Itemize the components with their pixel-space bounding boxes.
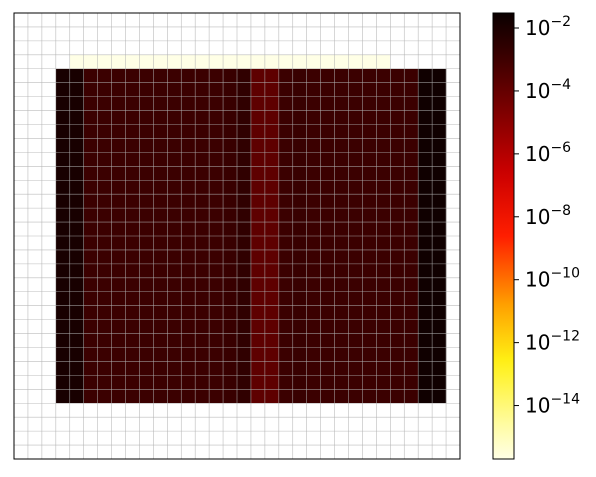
- colorbar-tick-label: 10−2: [525, 14, 571, 40]
- heatmap-plot-area: [13, 12, 461, 460]
- colorbar-gradient: [492, 12, 515, 460]
- colorbar-tick-label: 10−14: [525, 392, 580, 418]
- colorbar: 10−2 10−4 10−6 10−8 10−10 10−12 10−14: [492, 12, 580, 460]
- colorbar-tick-label: 10−8: [525, 203, 571, 229]
- top-boundary-strip: [69, 54, 391, 69]
- plot-frame: [13, 12, 461, 460]
- colorbar-tick-label: 10−10: [525, 266, 580, 292]
- colorbar-tick-label: 10−12: [525, 329, 580, 355]
- colorbar-tick-label: 10−6: [525, 140, 571, 166]
- colorbar-tick-label: 10−4: [525, 77, 571, 103]
